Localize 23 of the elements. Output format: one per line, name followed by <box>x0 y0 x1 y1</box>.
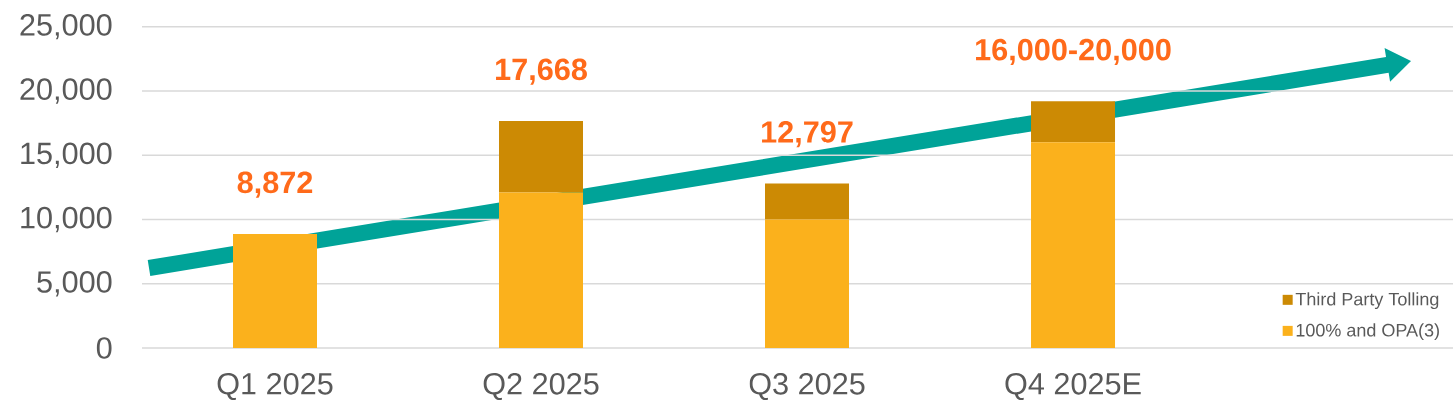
bar <box>233 233 317 348</box>
total-label: 16,000-20,000 <box>976 38 1171 65</box>
legend-label: 100% and OPA(3) <box>1296 323 1439 341</box>
total-label: 8,872 <box>237 171 313 198</box>
y-tick-label: 0 <box>96 337 112 359</box>
bar <box>1031 101 1116 143</box>
y-tick-label: 20,000 <box>20 78 112 104</box>
x-tick-label: Q2 2025 <box>483 372 599 400</box>
bar <box>499 192 584 348</box>
bar <box>499 120 584 193</box>
bar <box>765 183 850 220</box>
x-tick-label: Q4 2025E <box>1005 372 1141 400</box>
bar <box>1031 142 1116 348</box>
y-tick-label: 15,000 <box>21 142 112 168</box>
total-label: 12,797 <box>762 121 853 148</box>
y-tick-label: 10,000 <box>21 206 112 233</box>
legend-label: Third Party Tolling <box>1295 292 1439 310</box>
total-label: 17,668 <box>496 58 587 85</box>
bar <box>765 219 850 348</box>
x-tick-label: Q1 2025 <box>217 372 333 400</box>
y-tick-label: 25,000 <box>20 14 112 40</box>
y-tick-label: 5,000 <box>37 271 112 297</box>
x-tick-label: Q3 2025 <box>749 372 865 400</box>
